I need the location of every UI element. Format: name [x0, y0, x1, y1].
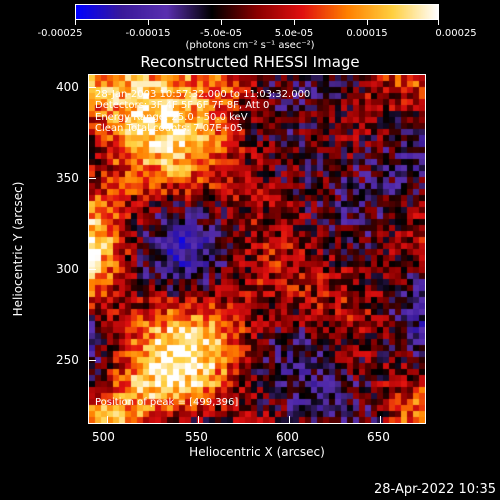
- colorbar-tick-mark: [438, 20, 439, 25]
- colorbar-tick-mark: [75, 20, 76, 25]
- image-plot-area: 28-Jan-2003 10:57:32.000 to 11:03:32.000…: [88, 74, 426, 424]
- y-tick-label: 250: [56, 353, 79, 367]
- colorbar-tick-mark: [294, 20, 295, 25]
- rhessi-image-map: [89, 75, 425, 423]
- y-tick-label: 300: [56, 262, 79, 276]
- colorbar-units: (photons cm⁻² s⁻¹ asec⁻²): [185, 40, 315, 51]
- x-axis-tick: [107, 416, 108, 424]
- y-tick-label: 400: [56, 80, 79, 94]
- annotation-detectors: Detectors: 3F 4F 5F 6F 7F 8F, Att 0: [95, 100, 270, 111]
- colorbar-tick-mark: [367, 20, 368, 25]
- annotation-peak-position: Position of peak = [499,396]: [95, 397, 239, 408]
- colorbar-tick-label: -0.00025: [37, 28, 83, 39]
- x-axis-tick: [289, 416, 290, 424]
- y-axis-tick: [88, 269, 96, 270]
- footer-timestamp: 28-Apr-2022 10:35: [374, 482, 496, 497]
- colorbar-tick-label: 0.00025: [435, 28, 477, 39]
- colorbar-tick-label: -0.00015: [125, 28, 171, 39]
- x-axis-label: Heliocentric X (arcsec): [189, 445, 325, 459]
- y-axis-label: Heliocentric Y (arcsec): [11, 181, 25, 317]
- annotation-clean-counts: Clean Total counts: 7.07E+05: [95, 123, 243, 134]
- colorbar-tick-label: -5.0e-05: [200, 28, 242, 39]
- x-tick-label: 600: [276, 430, 299, 444]
- colorbar-tick-label: 5.0e-05: [274, 28, 314, 39]
- y-tick-label: 350: [56, 171, 79, 185]
- y-axis-tick: [88, 87, 96, 88]
- image-title: Reconstructed RHESSI Image: [140, 53, 360, 71]
- x-tick-label: 500: [92, 430, 115, 444]
- annotation-energy-range: Energy Range: 25.0 - 50.0 keV: [95, 112, 248, 123]
- x-axis-tick: [198, 416, 199, 424]
- colorbar-tick-label: 0.00015: [346, 28, 388, 39]
- y-axis-tick: [88, 178, 96, 179]
- colorbar-tick-mark: [221, 20, 222, 25]
- x-axis-tick: [380, 416, 381, 424]
- annotation-time-range: 28-Jan-2003 10:57:32.000 to 11:03:32.000: [95, 89, 311, 100]
- colorbar-tick-mark: [148, 20, 149, 25]
- x-tick-label: 650: [367, 430, 390, 444]
- y-axis-tick: [88, 360, 96, 361]
- x-tick-label: 550: [185, 430, 208, 444]
- colorbar: [75, 4, 439, 20]
